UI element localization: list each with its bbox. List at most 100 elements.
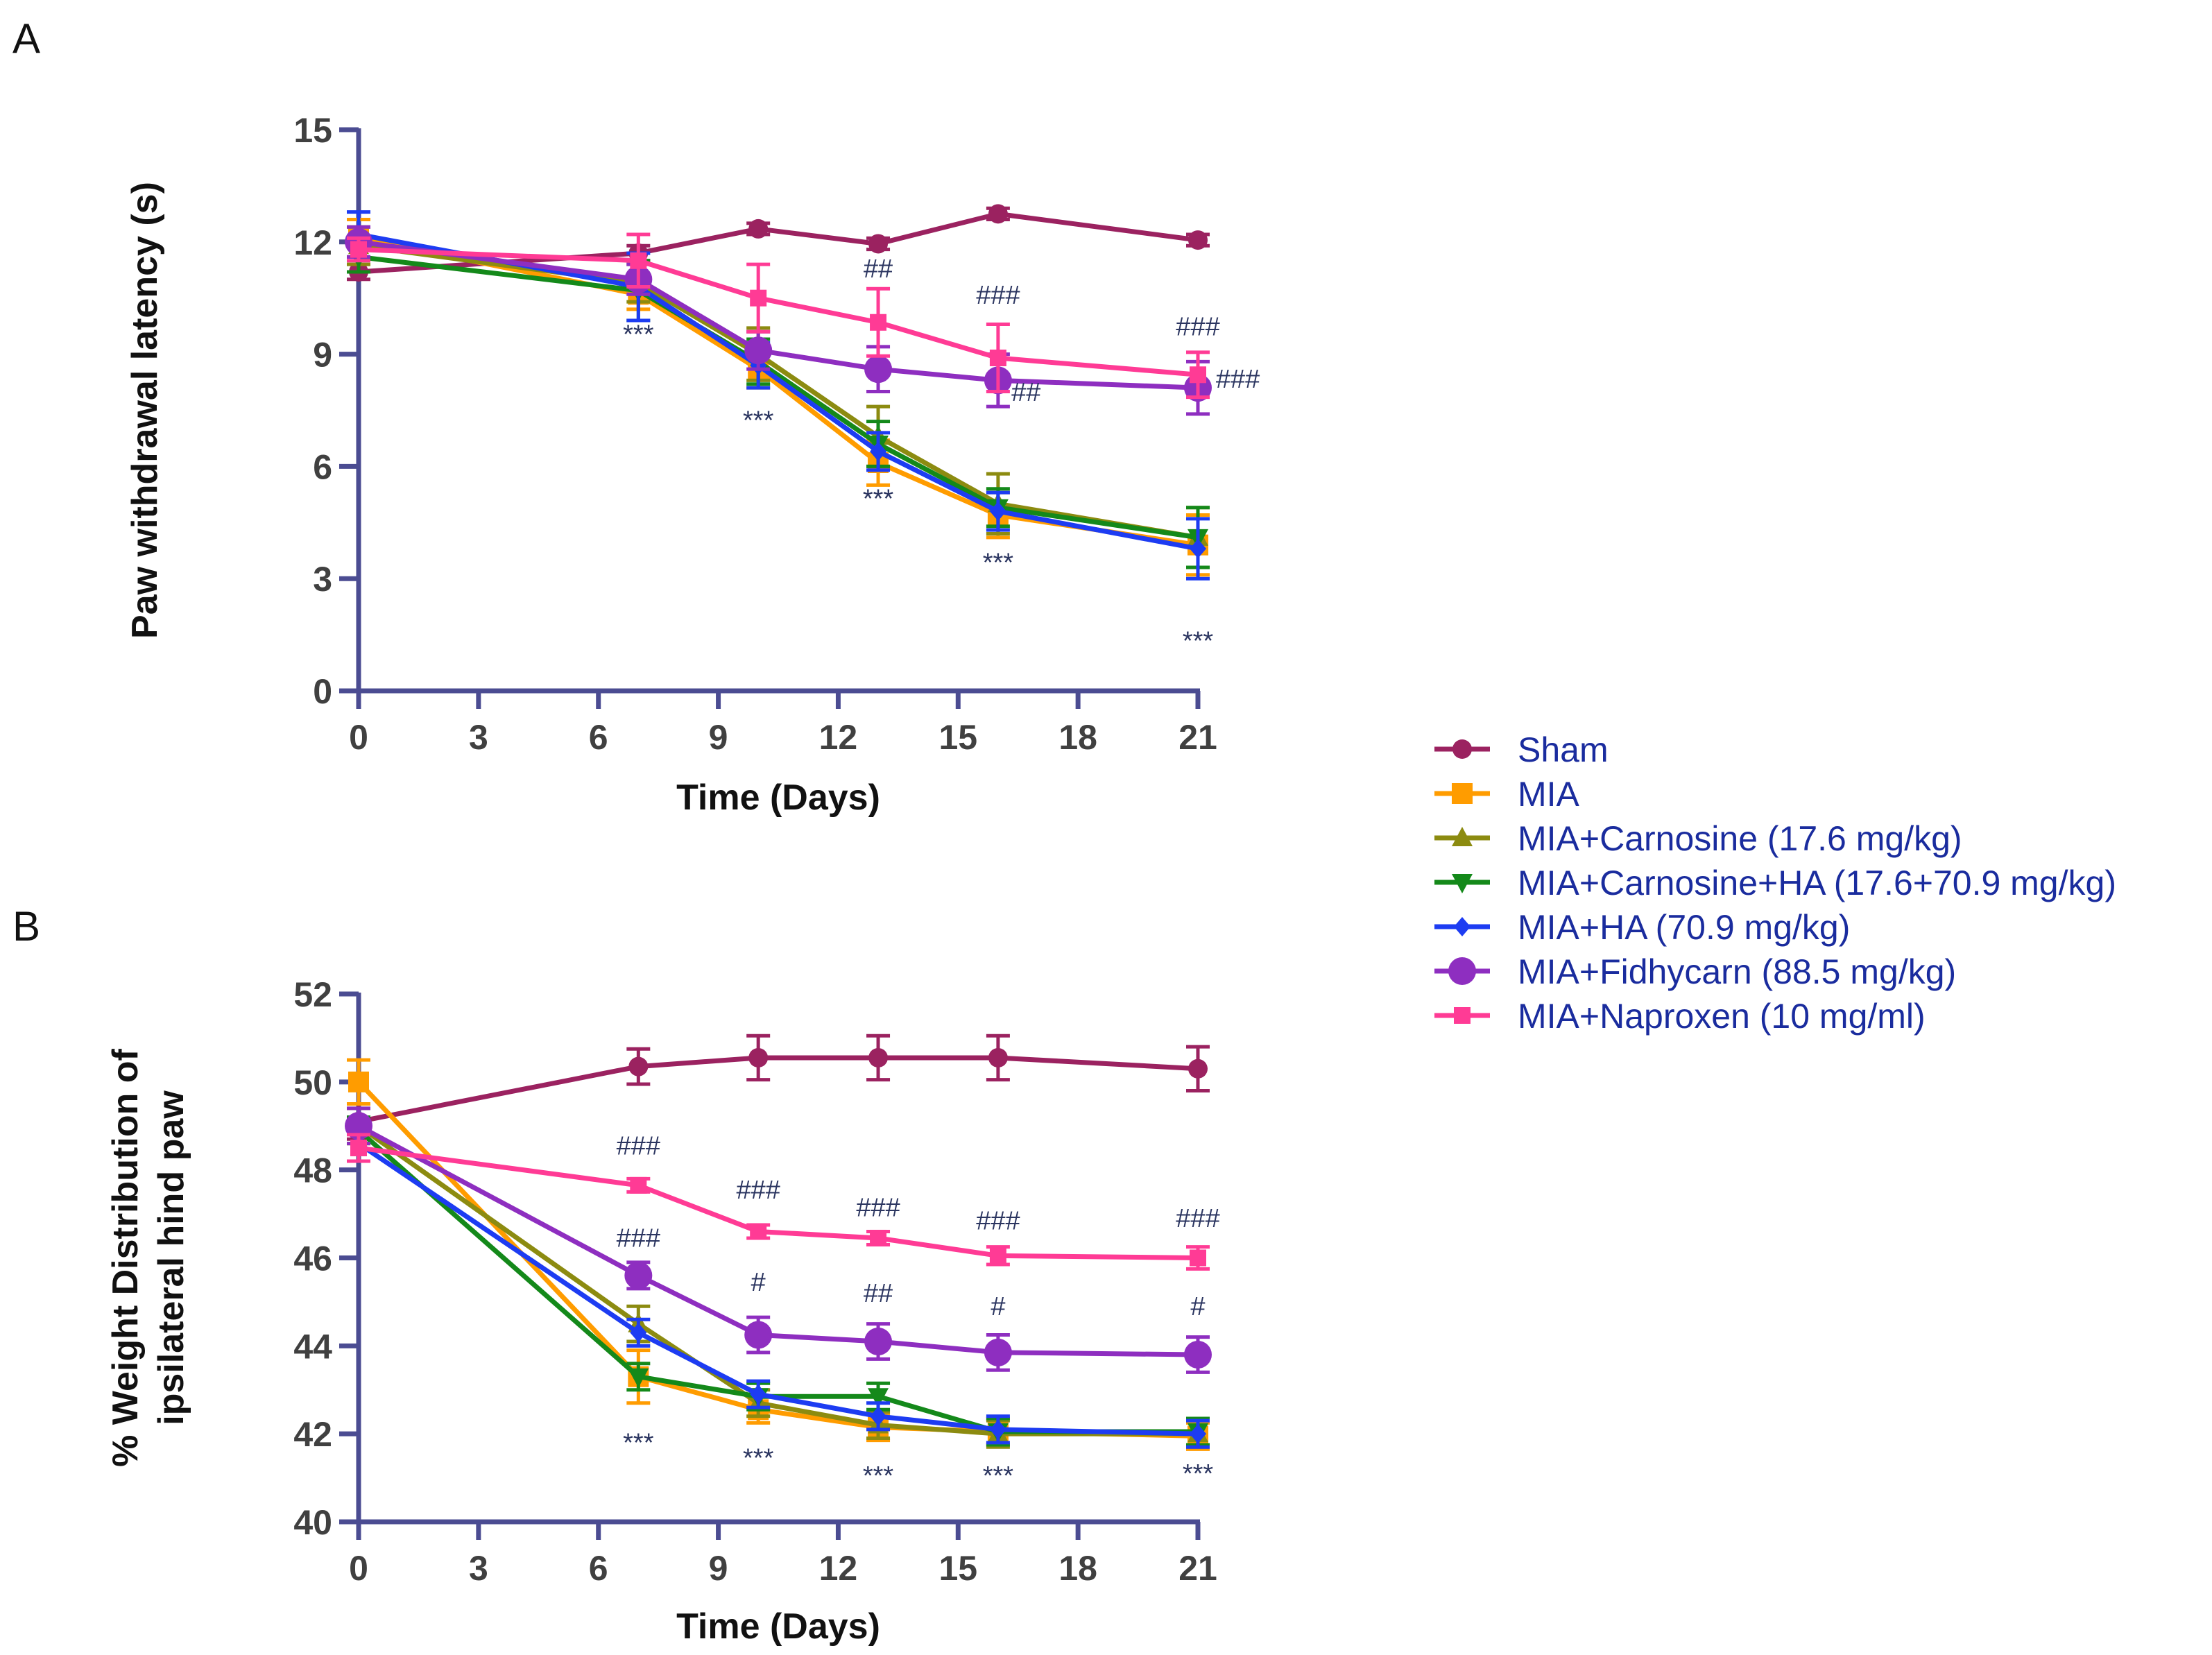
series-mia-ha-70-9-mg-kg — [347, 210, 1210, 581]
series-line — [358, 232, 1199, 551]
x-axis-title: Time (Days) — [676, 1606, 880, 1647]
significance-label: ## — [864, 255, 893, 284]
legend-label: MIA+HA (70.9 mg/kg) — [1518, 908, 1850, 947]
series-line — [357, 1124, 1199, 1357]
x-tick-label: 3 — [469, 718, 488, 757]
legend-item-mia-fidhycarn-88-5-mg-kg: MIA+Fidhycarn (88.5 mg/kg) — [1434, 952, 1956, 991]
legend-label: MIA+Carnosine+HA (17.6+70.9 mg/kg) — [1518, 864, 2116, 902]
significance-label: ### — [856, 1193, 900, 1222]
significance-label: *** — [743, 1444, 774, 1473]
data-point — [988, 204, 1008, 224]
data-point — [630, 1323, 647, 1343]
data-point — [748, 1047, 769, 1067]
x-tick-label: 0 — [349, 1549, 368, 1588]
y-tick-label: 15 — [293, 111, 332, 150]
x-tick-label: 21 — [1178, 1549, 1217, 1588]
data-point — [1190, 366, 1206, 384]
y-axis-title-line: % Weight Distribution of — [105, 1048, 146, 1466]
series-mia-carnosine-17-6-mg-kg — [347, 225, 1210, 569]
data-point — [350, 1139, 367, 1156]
data-point — [744, 1321, 773, 1349]
data-point — [1190, 1424, 1206, 1444]
series-mia-carnosine-ha-17-6-70-9-mg-kg — [347, 240, 1210, 569]
data-point — [868, 1047, 889, 1067]
x-tick-label: 18 — [1058, 718, 1097, 757]
y-tick-label: 12 — [293, 223, 332, 262]
series-line — [357, 1141, 1199, 1437]
significance-label: *** — [623, 320, 654, 349]
legend-item-mia: MIA — [1434, 775, 1580, 814]
series-line — [357, 1080, 1199, 1439]
y-tick-label: 42 — [293, 1415, 332, 1454]
series-line — [358, 239, 1199, 391]
significance-label: *** — [983, 548, 1014, 577]
data-point — [984, 1338, 1012, 1366]
series-line — [358, 243, 1199, 540]
data-point — [750, 289, 767, 307]
legend-marker — [1452, 783, 1473, 804]
legend-marker — [1452, 739, 1472, 759]
series-line — [357, 1124, 1198, 1437]
data-point — [350, 241, 367, 258]
legend-label: Sham — [1518, 730, 1609, 769]
significance-label: *** — [863, 485, 894, 514]
data-point — [744, 336, 773, 365]
legend-label: MIA+Carnosine (17.6 mg/kg) — [1518, 819, 1962, 858]
data-point — [630, 252, 647, 269]
x-tick-label: 15 — [938, 1549, 977, 1588]
y-tick-label: 50 — [293, 1063, 332, 1102]
x-tick-label: 3 — [469, 1549, 488, 1588]
data-point — [1190, 1249, 1206, 1267]
x-tick-label: 6 — [589, 1549, 608, 1588]
data-point — [870, 314, 887, 331]
x-tick-label: 9 — [709, 718, 728, 757]
legend-item-mia-naproxen-10-mg-ml: MIA+Naproxen (10 mg/ml) — [1434, 997, 1926, 1036]
x-tick-label: 15 — [938, 718, 977, 757]
x-tick-label: 18 — [1058, 1549, 1097, 1588]
data-point — [630, 1176, 647, 1194]
legend-item-mia-carnosine-17-6-mg-kg: MIA+Carnosine (17.6 mg/kg) — [1434, 819, 1962, 858]
data-point — [1184, 1341, 1212, 1369]
significance-label: ### — [1176, 1204, 1219, 1233]
panel-label-b: B — [12, 903, 40, 950]
significance-label: *** — [983, 1461, 1014, 1491]
legend-label: MIA+Naproxen (10 mg/ml) — [1518, 997, 1926, 1036]
series-line — [358, 1145, 1199, 1260]
series-sham — [347, 1034, 1210, 1141]
series-line — [358, 247, 1199, 377]
significance-label: # — [991, 1292, 1005, 1321]
series-mia-naproxen-10-mg-ml — [347, 1133, 1210, 1271]
y-tick-label: 6 — [313, 447, 332, 486]
y-axis-title: Paw withdrawal latency (s) — [125, 182, 165, 639]
data-point — [1188, 230, 1208, 250]
data-point — [348, 1071, 369, 1092]
series-mia-naproxen-10-mg-ml — [347, 232, 1210, 400]
legend-marker — [1454, 917, 1471, 936]
significance-label: *** — [743, 406, 774, 435]
significance-label: ### — [976, 281, 1020, 310]
data-point — [750, 1384, 767, 1405]
data-point — [870, 1406, 887, 1426]
legend-marker — [1452, 874, 1473, 893]
data-point — [868, 1388, 889, 1408]
legend-label: MIA+Fidhycarn (88.5 mg/kg) — [1518, 952, 1956, 991]
data-point — [989, 1419, 1006, 1439]
data-point — [989, 501, 1006, 522]
chart-panel-b: 40 42 44 46 48 50 52 0 3 6 9 12 15 18 21 Time (Days) % W… — [105, 975, 1220, 1647]
y-tick-label: 0 — [313, 672, 332, 711]
data-point — [989, 1247, 1006, 1264]
significance-label: ### — [736, 1176, 780, 1205]
y-tick-label: 48 — [293, 1151, 332, 1190]
data-point — [1190, 539, 1206, 559]
y-tick-label: 3 — [313, 560, 332, 599]
legend-item-mia-carnosine-ha-17-6-70-9-mg-kg: MIA+Carnosine+HA (17.6+70.9 mg/kg) — [1434, 864, 2116, 902]
significance-label: *** — [623, 1429, 654, 1458]
data-point — [750, 1223, 767, 1240]
significance-label: *** — [1183, 627, 1214, 656]
data-point — [864, 355, 893, 384]
legend-marker — [1448, 957, 1476, 985]
x-tick-label: 9 — [709, 1549, 728, 1588]
legend-label: MIA — [1518, 775, 1580, 814]
x-tick-label: 21 — [1178, 718, 1217, 757]
